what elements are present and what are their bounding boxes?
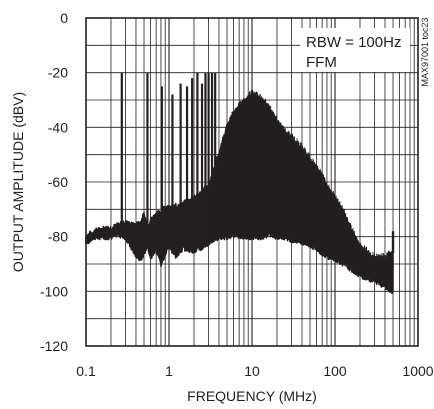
data-layer [85,72,395,295]
y-axis-title: OUTPUT AMPLITUDE (dBV) [10,92,26,272]
x-axis-title: FREQUENCY (MHz) [187,388,317,404]
annotation-background [300,28,410,72]
x-tick-label: 0.1 [76,363,96,379]
x-tick-label: 10 [244,363,260,379]
y-tick-label: -120 [40,338,68,354]
annotation-ffm: FFM [306,54,337,71]
x-tick-label: 1000 [402,363,433,379]
y-tick-label: -60 [48,174,68,190]
annotation-rbw: RBW = 100Hz [306,34,401,51]
y-tick-label: -40 [48,119,68,135]
y-tick-label: -20 [48,65,68,81]
x-tick-label: 1 [165,363,173,379]
plot-frame [85,17,419,347]
x-tick-labels: 0.1 1 10 100 1000 [76,363,434,379]
figure-id-label: MAX97001 toc23 [420,17,430,86]
y-tick-labels: 0 -20 -40 -60 -80 -100 -120 [40,10,68,354]
noise-hash [201,89,394,292]
x-tick-label: 100 [323,363,347,379]
y-tick-label: -80 [48,229,68,245]
y-tick-label: -100 [40,283,68,299]
y-tick-label: 0 [60,10,68,26]
